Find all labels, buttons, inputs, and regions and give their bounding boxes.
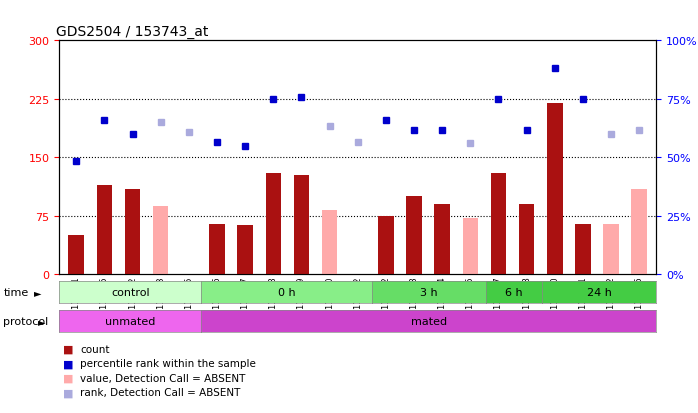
Bar: [378, 216, 394, 275]
Text: count: count: [80, 344, 110, 354]
Text: ■: ■: [63, 344, 73, 354]
Bar: [519, 205, 535, 275]
Text: 6 h: 6 h: [505, 287, 523, 297]
Bar: [209, 224, 225, 275]
Bar: [96, 185, 112, 275]
Bar: [322, 211, 337, 275]
Text: rank, Detection Call = ABSENT: rank, Detection Call = ABSENT: [80, 387, 241, 397]
Text: unmated: unmated: [105, 316, 156, 326]
Bar: [153, 206, 168, 275]
Bar: [406, 197, 422, 275]
Bar: [632, 189, 647, 275]
Text: protocol: protocol: [3, 316, 49, 326]
Text: 24 h: 24 h: [587, 287, 611, 297]
Bar: [463, 218, 478, 275]
Bar: [603, 224, 619, 275]
Text: ■: ■: [63, 373, 73, 383]
Bar: [575, 224, 591, 275]
Text: value, Detection Call = ABSENT: value, Detection Call = ABSENT: [80, 373, 246, 383]
Text: ►: ►: [38, 316, 46, 326]
Text: GDS2504 / 153743_at: GDS2504 / 153743_at: [57, 25, 209, 39]
Text: 0 h: 0 h: [278, 287, 295, 297]
Text: ■: ■: [63, 358, 73, 368]
Text: time: time: [3, 287, 29, 297]
Text: mated: mated: [410, 316, 447, 326]
Bar: [547, 104, 563, 275]
Bar: [491, 173, 506, 275]
Text: percentile rank within the sample: percentile rank within the sample: [80, 358, 256, 368]
Bar: [265, 173, 281, 275]
Text: control: control: [111, 287, 149, 297]
Text: ►: ►: [34, 287, 41, 297]
Bar: [434, 205, 450, 275]
Bar: [68, 236, 84, 275]
Bar: [125, 189, 140, 275]
Bar: [294, 175, 309, 275]
Text: ■: ■: [63, 387, 73, 397]
Bar: [237, 225, 253, 275]
Text: 3 h: 3 h: [420, 287, 438, 297]
